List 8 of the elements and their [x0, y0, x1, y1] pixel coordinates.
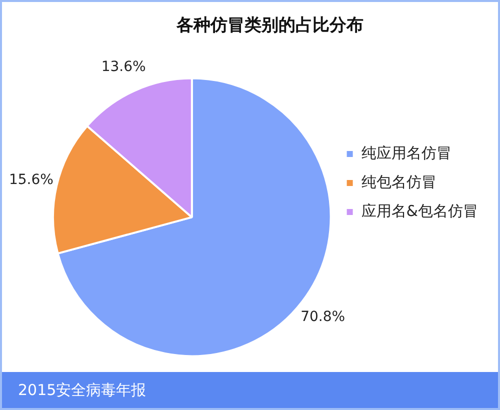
- data-label: 70.8%: [300, 309, 346, 326]
- text: 2015安全病毒年报: [18, 380, 146, 400]
- data-label: 13.6%: [101, 58, 146, 75]
- legend-label: 纯包名仿冒: [361, 172, 436, 191]
- legend-label: 纯应用名仿冒: [361, 144, 452, 162]
- legend-label: 应用名&包名仿冒: [361, 202, 478, 220]
- data-label: 15.6%: [8, 172, 54, 188]
- chart-title: 各种仿冒类别的占比分布: [176, 16, 364, 36]
